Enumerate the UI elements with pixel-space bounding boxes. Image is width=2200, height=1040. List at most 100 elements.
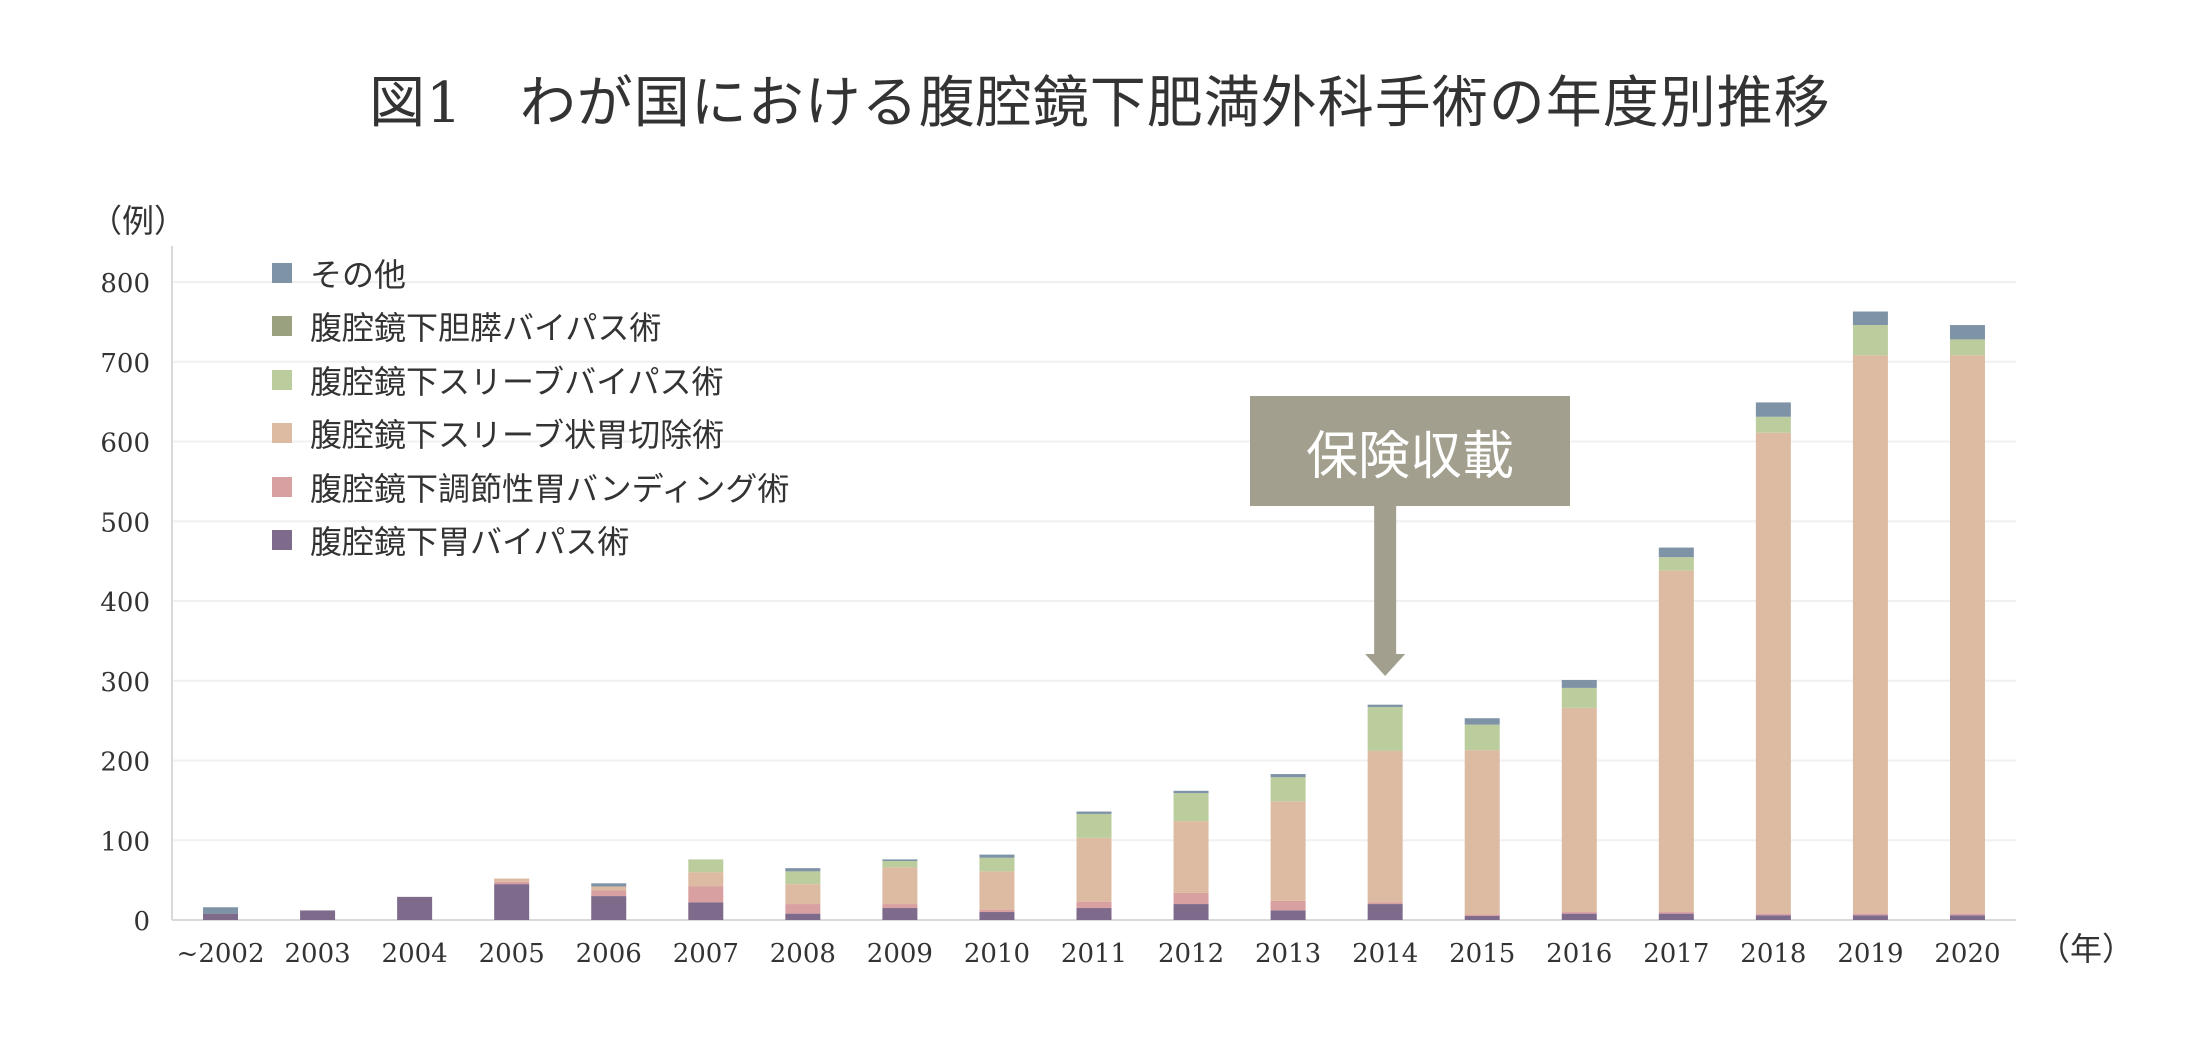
- bar-segment: [979, 912, 1015, 920]
- bar-segment: [203, 907, 239, 914]
- bar-segment: [591, 883, 627, 887]
- x-tick-label: 2003: [284, 939, 350, 969]
- x-tick-label: ~2002: [177, 939, 265, 969]
- bar-segment: [591, 896, 627, 920]
- bar-segment: [979, 909, 1015, 913]
- chart-title: 図1 わが国における腹腔鏡下肥満外科手術の年度別推移: [369, 71, 1831, 136]
- bar-segment: [1561, 912, 1597, 914]
- legend-label: 腹腔鏡下胃バイパス術: [310, 523, 630, 562]
- x-tick-label: 2019: [1837, 939, 1903, 969]
- legend-item: 腹腔鏡下スリーブ状胃切除術: [272, 407, 789, 461]
- x-tick-label: 2014: [1352, 939, 1418, 969]
- bar-segment: [1852, 311, 1888, 326]
- x-tick-label: 2008: [770, 939, 836, 969]
- bar-segment: [1173, 790, 1209, 794]
- bar-segment: [1464, 916, 1500, 920]
- bar-segment: [1852, 915, 1888, 920]
- bar-segment: [979, 871, 1015, 910]
- bar-segment: [688, 902, 724, 920]
- bar-segment: [1464, 914, 1500, 917]
- bar-segment: [1561, 679, 1597, 688]
- y-tick-label: 700: [100, 349, 150, 379]
- x-tick-label: 2009: [867, 939, 933, 969]
- legend-label: 腹腔鏡下調節性胃バンディング術: [310, 469, 790, 508]
- legend-label: 腹腔鏡下スリーブ状胃切除術: [310, 416, 725, 455]
- bar-segment: [1852, 325, 1888, 356]
- bar-segment: [1658, 913, 1694, 920]
- bar-segment: [1464, 724, 1500, 751]
- bar-segment: [1658, 547, 1694, 558]
- legend-item: その他: [272, 246, 789, 300]
- legend-swatch: [272, 476, 292, 497]
- bar-segment: [1949, 913, 1985, 916]
- bar-segment: [1755, 416, 1791, 433]
- bar-segment: [785, 868, 821, 872]
- bar-segment: [1658, 912, 1694, 914]
- bar-segment: [1173, 904, 1209, 920]
- legend-item: 腹腔鏡下胃バイパス術: [272, 514, 789, 568]
- bar-segment: [1949, 915, 1985, 920]
- bar-segment: [1270, 777, 1306, 802]
- x-tick-label: 2004: [382, 939, 448, 969]
- bar-segment: [591, 890, 627, 897]
- bar-segment: [1658, 570, 1694, 913]
- legend-label: 腹腔鏡下スリーブバイパス術: [310, 362, 724, 401]
- bar-segment: [1949, 339, 1985, 356]
- x-tick-label: 2012: [1158, 939, 1224, 969]
- chart-legend: その他腹腔鏡下胆膵バイパス術腹腔鏡下スリーブバイパス術 腹腔鏡下スリーブ状胃切除術…: [272, 246, 789, 567]
- bar-segment: [1464, 718, 1500, 725]
- bar-segment: [494, 884, 530, 920]
- bar-segment: [1949, 325, 1985, 340]
- legend-label: 腹腔鏡下胆膵バイパス術: [310, 309, 662, 348]
- legend-swatch: [272, 262, 292, 283]
- legend-item: 腹腔鏡下胆膵バイパス術: [272, 300, 789, 354]
- bar-segment: [1270, 900, 1306, 911]
- bar-segment: [1076, 901, 1112, 909]
- x-tick-label: 2018: [1740, 939, 1806, 969]
- legend-swatch: [272, 316, 292, 337]
- bar-segment: [1464, 750, 1500, 915]
- x-tick-label: 2015: [1449, 939, 1515, 969]
- bar-segment: [688, 859, 724, 873]
- bar-segment: [1173, 793, 1209, 822]
- bar-segment: [882, 859, 918, 861]
- bar-segment: [785, 904, 821, 914]
- y-tick-label: 600: [100, 429, 150, 459]
- bar-segment: [591, 886, 627, 891]
- bar-segment: [1852, 913, 1888, 916]
- bar-segment: [300, 910, 336, 920]
- bar-segment: [1270, 801, 1306, 901]
- bar-segment: [1561, 913, 1597, 920]
- bar-segment: [1755, 432, 1791, 914]
- x-tick-label: 2010: [964, 939, 1030, 969]
- y-tick-label: 400: [100, 588, 150, 618]
- x-tick-label: 2006: [576, 939, 642, 969]
- legend-label: その他: [310, 255, 407, 294]
- bar-segment: [1755, 402, 1791, 417]
- y-tick-label: 200: [100, 748, 150, 778]
- legend-swatch: [272, 530, 292, 551]
- x-tick-label: 2011: [1061, 939, 1127, 969]
- x-tick-label: 2013: [1255, 939, 1321, 969]
- annotation-arrow-shaft: [1374, 506, 1397, 654]
- bar-segment: [1173, 821, 1209, 893]
- y-tick-label: 300: [100, 668, 150, 698]
- bar-segment: [1076, 811, 1112, 814]
- bar-segment: [1561, 687, 1597, 708]
- bar-segment: [1270, 910, 1306, 920]
- annotation-callout-box: 保険収載: [1250, 396, 1570, 506]
- bar-segment: [1561, 707, 1597, 913]
- x-tick-label: 2007: [673, 939, 739, 969]
- bar-segment: [882, 860, 918, 868]
- bar-segment: [1367, 704, 1403, 708]
- legend-item: 腹腔鏡下スリーブバイパス術: [272, 353, 789, 407]
- bar-segment: [882, 904, 918, 909]
- bar-segment: [1270, 774, 1306, 778]
- legend-swatch: [272, 369, 292, 390]
- x-axis-unit-label: （年）: [2038, 930, 2135, 968]
- legend-swatch: [272, 423, 292, 444]
- bar-segment: [1173, 892, 1209, 905]
- y-axis-unit-label: （例）: [90, 202, 187, 240]
- bar-segment: [882, 908, 918, 920]
